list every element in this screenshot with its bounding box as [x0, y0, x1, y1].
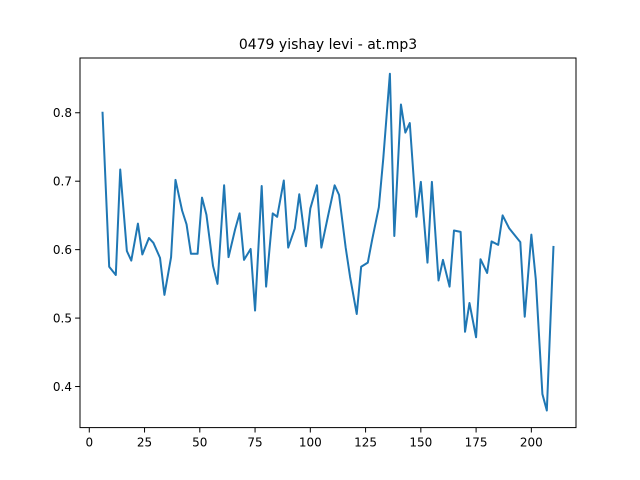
plot-area [101, 72, 555, 412]
y-axis: 0.4 0.5 0.6 0.7 0.8 [53, 106, 80, 394]
series-line-0 [101, 72, 555, 412]
y-tick-label: 0.5 [53, 311, 72, 325]
chart-title: 0479 yishay levi - at.mp3 [239, 37, 417, 53]
x-tick-label: 200 [520, 436, 543, 450]
x-tick-label: 100 [299, 436, 322, 450]
x-tick-label: 25 [137, 436, 152, 450]
y-tick-label: 0.4 [53, 380, 72, 394]
x-tick-label: 50 [192, 436, 207, 450]
y-tick-label: 0.8 [53, 106, 72, 120]
x-tick-label: 175 [465, 436, 488, 450]
x-axis: 0 25 50 75 100 125 150 175 200 [85, 427, 543, 450]
x-tick-label: 150 [409, 436, 432, 450]
x-tick-label: 125 [354, 436, 377, 450]
x-tick-label: 75 [247, 436, 262, 450]
y-tick-label: 0.7 [53, 175, 72, 189]
x-tick-label: 0 [85, 436, 93, 450]
axes-frame [79, 57, 577, 429]
y-tick-label: 0.6 [53, 243, 72, 257]
